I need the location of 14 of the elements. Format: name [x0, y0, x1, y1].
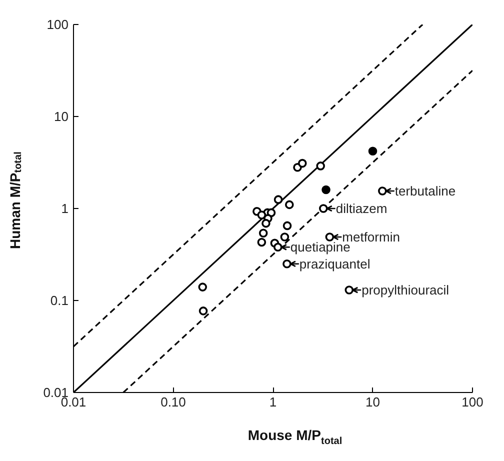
annotation: metformin: [342, 230, 400, 244]
x-tick-label: 10: [366, 394, 380, 410]
y-tick-label: 100: [46, 17, 69, 32]
annotation: praziquantel: [299, 256, 370, 272]
x-tick-label: 100: [462, 394, 484, 410]
x-tick-label: 0.10: [160, 394, 186, 410]
x-axis-title: Mouse M/P$_{total}$: [248, 426, 342, 449]
x-tick-label: 1: [269, 394, 277, 410]
annotation: terbutaline: [394, 183, 456, 198]
annotation: diltiazem: [336, 201, 388, 216]
y-tick-label: 1: [61, 201, 69, 216]
y-tick-label: 10: [54, 109, 69, 124]
y-tick-label: 0.1: [50, 293, 69, 308]
annotation: propylthiouracil: [362, 282, 450, 298]
